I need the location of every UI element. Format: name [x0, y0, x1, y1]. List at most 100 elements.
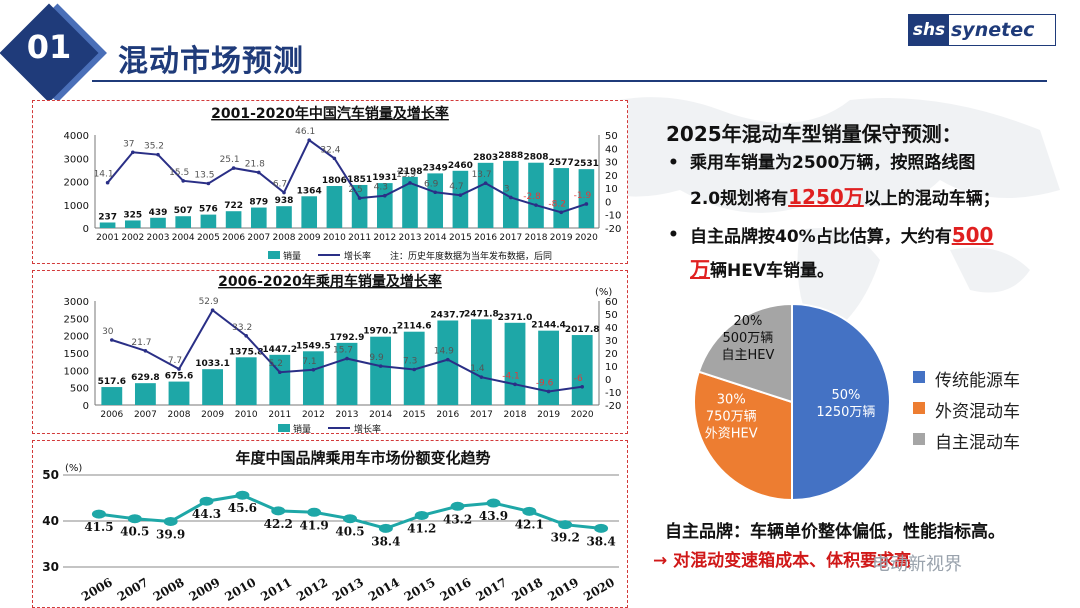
chart-footnote: 注：历史年度数据为当年发布数据，后同 [390, 250, 552, 262]
x-tick-label: 2007 [247, 233, 270, 243]
share-point [594, 523, 609, 533]
share-value-label: 39.2 [551, 531, 580, 545]
growth-point [357, 196, 362, 200]
x-tick-label: 2003 [147, 233, 170, 243]
bar [437, 320, 459, 405]
pie-slice-label: 50% [831, 388, 860, 403]
x-tick-label: 2012 [294, 575, 330, 604]
growth-value-label: 4.3 [374, 183, 388, 193]
y2-tick-label: -20 [605, 401, 621, 412]
share-point [271, 506, 286, 516]
highlight-wan: 万 [690, 257, 710, 281]
growth-value-label: 5.2 [269, 359, 283, 369]
bar [225, 211, 242, 228]
x-tick-label: 2017 [470, 410, 493, 420]
growth-value-label: 7.7 [168, 356, 182, 366]
pie-slice-label: 750万辆 [706, 410, 757, 425]
growth-point [311, 367, 316, 372]
growth-value-label: 25.1 [220, 155, 240, 165]
growth-value-label: 1.4 [470, 364, 485, 374]
y2-tick-label: 50 [605, 310, 618, 321]
growth-value-label: 46.1 [295, 127, 315, 137]
growth-value-label: 13.9 [396, 170, 416, 180]
brand-note: 自主品牌：车辆单价整体偏低，性能指标高。 [665, 522, 1005, 542]
bar [134, 383, 156, 405]
x-tick-label: 2005 [197, 233, 220, 243]
bar [477, 162, 494, 228]
bar-value-label: 1970.1 [363, 327, 398, 337]
growth-point [534, 203, 538, 207]
growth-value-label: -1.9 [574, 191, 592, 201]
y2-tick-label: 10 [605, 184, 618, 195]
share-point [378, 523, 393, 533]
legend-label-sales: 销量 [283, 250, 301, 262]
share-value-label: 39.9 [156, 527, 185, 541]
growth-point [580, 385, 584, 389]
bar [99, 222, 116, 228]
legend-label-sales: 销量 [293, 423, 311, 433]
x-tick-label: 2017 [499, 233, 522, 243]
bar-value-label: 938 [275, 196, 294, 206]
x-tick-label: 2019 [550, 233, 573, 243]
bar-value-label: 2114.6 [397, 322, 432, 332]
x-tick-label: 2008 [151, 575, 187, 604]
bar-value-label: 2888 [498, 151, 523, 161]
y-tick-label: 3000 [64, 297, 89, 308]
pie-slice [693, 370, 793, 502]
growth-point [257, 170, 261, 175]
x-tick-label: 2001 [96, 233, 119, 243]
bar-value-label: 517.6 [98, 377, 126, 387]
pie-slice [791, 302, 891, 502]
bar [235, 357, 257, 405]
legend-label-growth: 增长率 [344, 250, 371, 262]
chart-auto-sales-svg: 2001-2020年中国汽车销量及增长率 0 1000 2000 3000 4000 -20… [64, 105, 622, 262]
chart-brand-share: 年度中国品牌乘用车市场份额变化趋势 (%) 30 40 50 41.5 2006 40.5 20… [32, 440, 628, 608]
growth-value-label: 3 [504, 184, 510, 194]
y2-tick-label: 50 [605, 131, 618, 142]
share-point [127, 514, 142, 524]
y-tick-label: 50 [42, 468, 59, 482]
share-point [199, 496, 214, 506]
bullet-1-line-1: 乘用车销量为2500万辆，按照路线图 [690, 153, 976, 173]
bar [370, 336, 392, 405]
growth-value-label: -2.8 [523, 192, 541, 202]
bar-value-label: 325 [123, 210, 142, 220]
x-tick-label: 2020 [575, 233, 598, 243]
share-value-label: 40.5 [120, 525, 149, 539]
share-value-label: 38.4 [371, 534, 400, 548]
bar-value-label: 2531 [574, 159, 599, 169]
y2-tick-label: 60 [605, 297, 618, 308]
share-value-label: 41.5 [84, 520, 113, 534]
x-tick-label: 2008 [168, 410, 191, 420]
growth-point [282, 190, 286, 195]
bar-value-label: 439 [149, 208, 168, 218]
bar [276, 206, 292, 228]
y-tick-label: 1500 [64, 349, 89, 360]
growth-value-label: 52.9 [199, 297, 219, 307]
bullet-dot: • [668, 225, 679, 245]
chart-title: 年度中国品牌乘用车市场份额变化趋势 [235, 449, 490, 467]
x-tick-label: 2019 [537, 410, 560, 420]
y2-tick-label: 30 [605, 158, 618, 169]
bar-value-label: 675.6 [165, 372, 193, 382]
growth-value-label: 33.2 [232, 323, 252, 333]
bar [452, 170, 469, 228]
x-tick-label: 2007 [115, 575, 151, 604]
bar-value-label: 1033.1 [195, 359, 230, 369]
bar [502, 160, 519, 228]
x-tick-label: 2011 [258, 575, 294, 604]
growth-value-label: -8.2 [548, 199, 566, 209]
growth-point [546, 389, 551, 394]
y2-tick-label: 30 [605, 336, 618, 347]
pie-legend-swatch [913, 433, 925, 445]
share-value-label: 40.5 [335, 525, 364, 539]
y-tick-label: 40 [42, 514, 59, 528]
growth-value-label: 21.7 [131, 338, 151, 348]
bar-value-label: 2198 [397, 167, 422, 177]
y2-tick-label: -10 [605, 211, 621, 222]
growth-value-label: 15.7 [333, 346, 353, 356]
y-tick-label: 500 [70, 384, 89, 395]
y-unit-label: (%) [65, 463, 82, 474]
growth-point [307, 138, 312, 142]
